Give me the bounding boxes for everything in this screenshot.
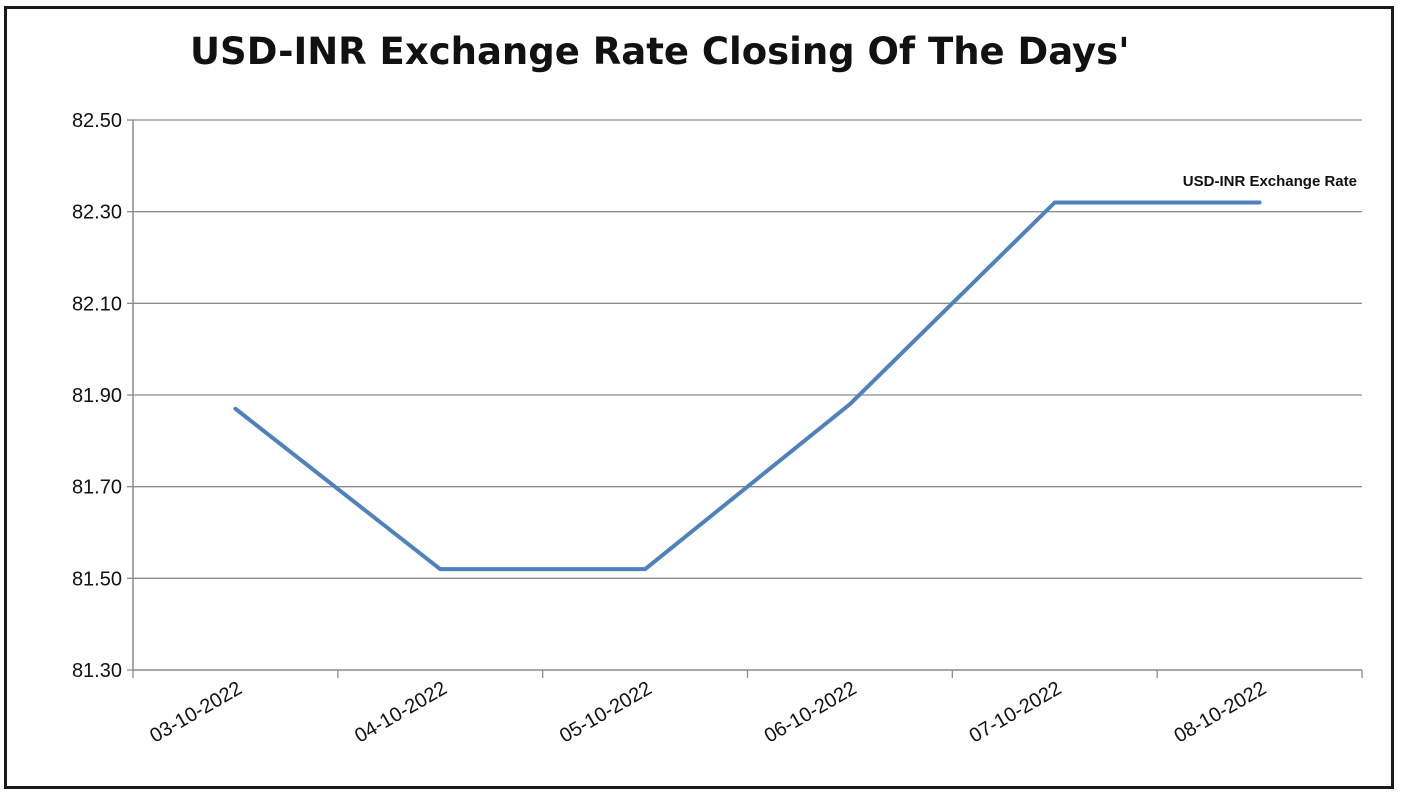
y-tick-label: 81.50 bbox=[72, 568, 122, 590]
y-tick-label: 82.10 bbox=[72, 293, 122, 315]
y-tick-label: 81.90 bbox=[72, 385, 122, 407]
gridlines bbox=[133, 119, 1362, 579]
legend-label: USD-INR Exchange Rate bbox=[1183, 173, 1357, 190]
x-tick-labels: 03-10-2022 04-10-2022 05-10-2022 06-10-2022… bbox=[146, 677, 1270, 747]
y-tick-labels: 81.30 81.50 81.70 81.90 82.10 82.30 82.50 bbox=[72, 110, 122, 682]
legend: USD-INR Exchange Rate bbox=[1183, 173, 1357, 190]
series-line bbox=[233, 200, 1262, 572]
x-tick-label: 04-10-2022 bbox=[351, 677, 451, 747]
x-tick-label: 07-10-2022 bbox=[966, 677, 1066, 747]
chart-title: USD-INR Exchange Rate Closing Of The Day… bbox=[190, 30, 1130, 73]
axes bbox=[127, 119, 1363, 678]
x-tick-label: 03-10-2022 bbox=[146, 677, 246, 747]
x-tick-label: 08-10-2022 bbox=[1170, 677, 1270, 747]
x-tick-label: 05-10-2022 bbox=[556, 677, 656, 747]
chart-frame bbox=[4, 6, 1394, 789]
y-tick-label: 82.50 bbox=[72, 110, 122, 132]
y-tick-label: 81.70 bbox=[72, 477, 122, 499]
x-tick-label: 06-10-2022 bbox=[761, 677, 861, 747]
y-tick-label: 81.30 bbox=[72, 660, 122, 682]
series bbox=[233, 200, 1262, 572]
y-tick-label: 82.30 bbox=[72, 202, 122, 224]
